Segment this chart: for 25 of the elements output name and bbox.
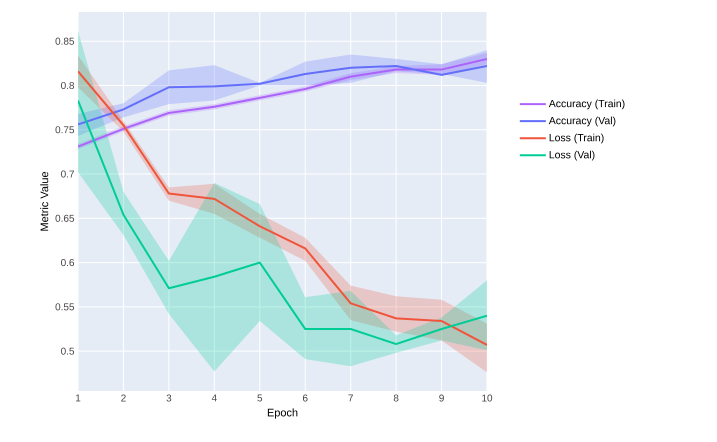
legend-label: Loss (Train) [550, 134, 604, 144]
y-tick-label: 0.7 [61, 170, 74, 178]
x-tick-label: 6 [302, 394, 308, 402]
legend-label: Loss (Val) [550, 150, 594, 160]
x-tick-label: 3 [166, 394, 172, 402]
y-tick-label: 0.6 [61, 259, 74, 266]
y-tick-label: 0.5 [61, 348, 74, 355]
x-tick-label: 1 [76, 394, 80, 402]
x-tick-label: 10 [482, 394, 492, 402]
x-tick-label: 7 [348, 394, 353, 402]
x-tick-label: 2 [121, 394, 126, 402]
legend-label: Accuracy (Val) [548, 116, 616, 126]
y-axis-title: Metric Value [40, 172, 48, 231]
line-series [78, 65, 488, 126]
y-tick-label: 0.85 [55, 38, 74, 45]
x-tick-label: 8 [394, 394, 398, 402]
y-tick-label: 0.8 [61, 82, 74, 90]
y-tick-label: 0.65 [55, 214, 74, 222]
x-tick-label: 5 [257, 394, 262, 402]
y-tick-label: 0.75 [55, 126, 74, 134]
x-tick-label: 9 [439, 394, 444, 402]
x-axis-title: Epoch [268, 408, 298, 419]
x-tick-label: 4 [212, 394, 217, 402]
legend-label: Accuracy (Train) [548, 100, 624, 110]
y-tick-label: 0.55 [55, 303, 74, 310]
